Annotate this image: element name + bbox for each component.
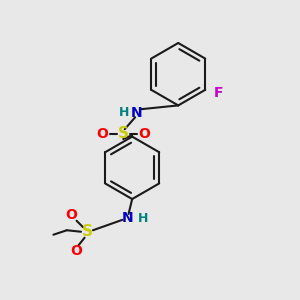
Text: S: S: [118, 126, 129, 141]
Text: S: S: [82, 224, 93, 239]
Text: O: O: [97, 127, 108, 141]
Text: N: N: [122, 212, 134, 225]
Text: N: N: [131, 106, 142, 120]
Text: H: H: [119, 106, 129, 119]
Text: F: F: [214, 86, 224, 100]
Text: H: H: [138, 212, 148, 225]
Text: O: O: [70, 244, 82, 258]
Text: O: O: [65, 208, 77, 222]
Text: O: O: [138, 127, 150, 141]
